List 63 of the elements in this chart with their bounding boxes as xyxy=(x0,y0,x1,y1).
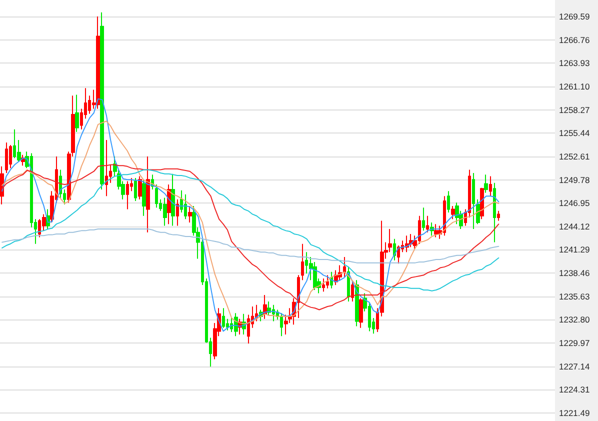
candlestick xyxy=(163,197,167,226)
candlestick xyxy=(489,176,492,197)
candlestick xyxy=(146,156,150,233)
candlestick xyxy=(480,187,484,220)
candlestick xyxy=(426,215,429,233)
y-tick-label: 1221.49 xyxy=(559,408,590,418)
candlestick xyxy=(393,238,396,261)
candlestick xyxy=(451,205,455,220)
candlestick xyxy=(493,182,496,243)
y-tick-label: 1261.10 xyxy=(559,82,590,92)
candlestick xyxy=(351,281,354,302)
candlestick xyxy=(455,202,459,225)
line-series xyxy=(2,164,500,310)
y-tick-label: 1229.97 xyxy=(559,338,590,348)
candlestick xyxy=(263,294,267,320)
y-tick-label: 1252.61 xyxy=(559,151,590,162)
y-tick-label: 1269.59 xyxy=(559,12,590,22)
candlestick xyxy=(126,180,129,210)
candlestick xyxy=(75,94,79,132)
candlestick xyxy=(222,308,225,328)
candlestick xyxy=(105,140,108,197)
y-tick-label: 1249.78 xyxy=(559,174,590,185)
y-tick-label: 1258.27 xyxy=(559,104,590,115)
candlestick xyxy=(497,210,500,222)
candlestick xyxy=(142,179,146,216)
candlestick xyxy=(326,274,329,289)
y-tick-label: 1227.14 xyxy=(559,361,590,372)
candlestick xyxy=(359,298,363,328)
y-tick-label: 1235.63 xyxy=(559,291,590,302)
candlestick xyxy=(188,205,192,223)
candlestick xyxy=(171,173,175,226)
y-tick-label: 1266.76 xyxy=(559,34,590,45)
candlestick xyxy=(301,243,304,281)
candlestick xyxy=(322,278,325,292)
y-tick-label: 1263.93 xyxy=(559,58,590,68)
y-tick-label: 1244.12 xyxy=(559,221,590,232)
candlestick xyxy=(476,198,480,225)
candlestick xyxy=(138,176,142,200)
candlestick xyxy=(343,256,346,278)
candlestick xyxy=(134,177,137,202)
y-tick-label: 1246.95 xyxy=(559,198,590,208)
candlestick xyxy=(5,142,8,174)
candlestick xyxy=(472,172,475,230)
candlestick xyxy=(434,224,438,238)
candlestick xyxy=(313,261,317,291)
candlestick xyxy=(280,312,283,337)
candlestick xyxy=(96,16,100,110)
y-tick-label: 1241.29 xyxy=(559,244,590,255)
y-tick-label: 1255.44 xyxy=(559,128,590,138)
candlestick xyxy=(9,144,12,169)
candlestick xyxy=(422,207,425,232)
y-tick-label: 1238.46 xyxy=(559,268,590,278)
candlestick xyxy=(184,194,187,220)
candlestick xyxy=(100,12,104,190)
candlestick xyxy=(176,198,179,226)
candlestick xyxy=(484,174,488,194)
candlestick xyxy=(167,184,171,225)
candlestick xyxy=(447,190,450,214)
candlestick xyxy=(155,184,158,208)
y-tick-label: 1232.80 xyxy=(559,314,590,325)
line-series xyxy=(2,228,500,264)
y-tick-label: 1224.31 xyxy=(559,384,590,395)
line-series xyxy=(2,169,500,292)
